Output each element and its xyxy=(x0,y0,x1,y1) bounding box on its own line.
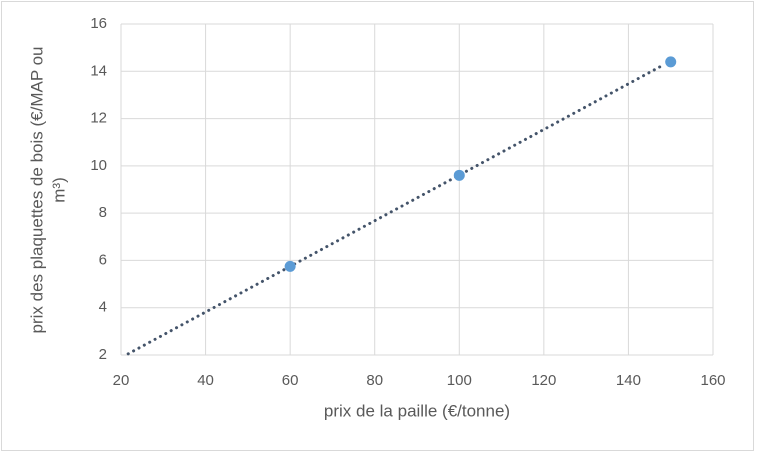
y-axis-label-line: m³) xyxy=(49,177,68,202)
y-tick-label: 2 xyxy=(99,346,107,363)
x-tick-label: 60 xyxy=(282,372,299,389)
x-tick-label: 20 xyxy=(113,372,130,389)
x-tick-label: 140 xyxy=(616,372,641,389)
y-tick-label: 6 xyxy=(99,251,107,268)
y-axis-label: prix des plaquettes de bois (€/MAP ou m³… xyxy=(27,47,68,334)
y-tick-label: 10 xyxy=(90,157,107,174)
x-tick-label: 40 xyxy=(197,372,214,389)
scatter-point xyxy=(453,169,465,181)
scatter-point xyxy=(284,260,296,272)
y-tick-label: 12 xyxy=(90,110,107,127)
y-tick-label: 4 xyxy=(99,299,107,316)
x-tick-label: 120 xyxy=(531,372,556,389)
trendline xyxy=(126,62,667,356)
y-axis-label-line: prix des plaquettes de bois (€/MAP ou xyxy=(27,47,46,334)
scatter-point xyxy=(665,56,677,68)
x-tick-label: 80 xyxy=(366,372,383,389)
x-axis-label: prix de la paille (€/tonne) xyxy=(324,401,510,420)
x-tick-label: 160 xyxy=(700,372,725,389)
y-tick-label: 14 xyxy=(90,62,107,79)
y-tick-label: 16 xyxy=(90,15,107,32)
y-tick-label: 8 xyxy=(99,204,107,221)
x-tick-label: 100 xyxy=(447,372,472,389)
